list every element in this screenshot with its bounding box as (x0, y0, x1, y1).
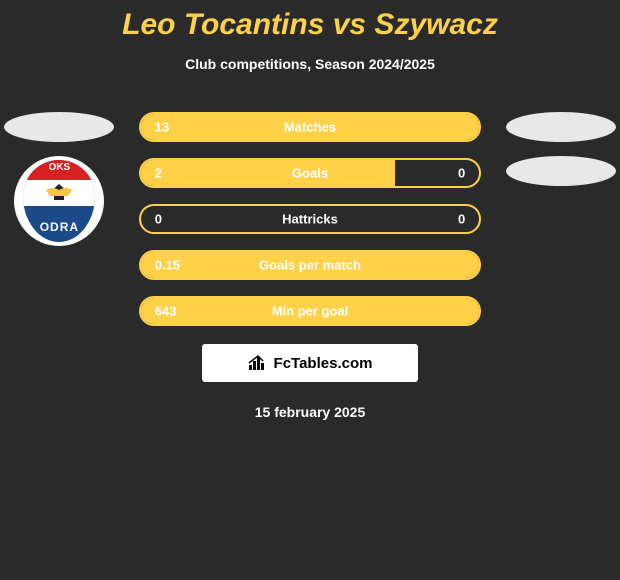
eagle-icon (44, 182, 74, 204)
subtitle: Club competitions, Season 2024/2025 (185, 56, 435, 72)
stat-label: Goals per match (259, 258, 361, 273)
comparison-card: Leo Tocantins vs Szywacz Club competitio… (0, 0, 620, 420)
bar-chart-icon (248, 355, 268, 371)
club-badge-shield: OKS ODRA (23, 160, 95, 242)
stat-right-value: 0 (458, 212, 465, 227)
stat-bar: 13 Matches (139, 112, 481, 142)
club-badge-bottom-text: ODRA (23, 220, 95, 234)
attribution-text: FcTables.com (274, 355, 373, 372)
stat-left-value: 0.15 (155, 258, 180, 273)
stat-bar: 0 Hattricks 0 (139, 204, 481, 234)
stat-left-value: 0 (155, 212, 162, 227)
club-badge: OKS ODRA (14, 156, 104, 246)
stat-label: Hattricks (282, 212, 338, 227)
stat-label: Goals (292, 166, 328, 181)
date-text: 15 february 2025 (255, 404, 366, 420)
stat-left-value: 13 (155, 120, 169, 135)
page-title: Leo Tocantins vs Szywacz (122, 8, 498, 42)
stat-right-value: 0 (458, 166, 465, 181)
player-avatar-placeholder (506, 112, 616, 142)
stat-label: Matches (284, 120, 336, 135)
stat-label: Min per goal (272, 304, 349, 319)
right-player-col (501, 112, 620, 186)
stat-bar-left-fill (141, 160, 395, 186)
club-badge-placeholder (506, 156, 616, 186)
stat-left-value: 2 (155, 166, 162, 181)
stat-bar: 0.15 Goals per match (139, 250, 481, 280)
stat-bar: 643 Min per goal (139, 296, 481, 326)
stat-bars: 13 Matches 2 Goals 0 0 Hattricks 0 0.15 Goals per… (139, 112, 481, 326)
stat-bar: 2 Goals 0 (139, 158, 481, 188)
stat-left-value: 643 (155, 304, 177, 319)
club-badge-top-text: OKS (23, 162, 95, 173)
main-row: OKS ODRA 13 Matches 2 Goals 0 0 Hattricks 0 0.15… (0, 112, 620, 326)
attribution-badge: FcTables.com (202, 344, 418, 382)
left-player-col: OKS ODRA (0, 112, 119, 246)
player-avatar-placeholder (4, 112, 114, 142)
